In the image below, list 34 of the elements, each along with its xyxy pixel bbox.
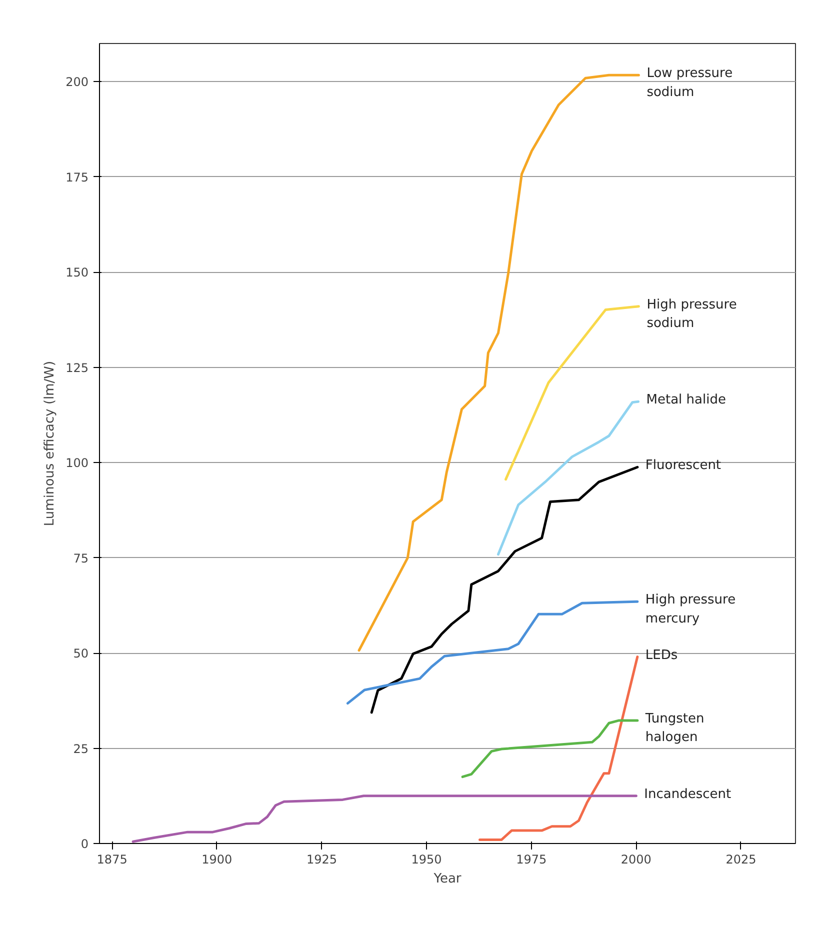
series-label: Metal halide	[646, 392, 726, 408]
x-tick-label: 1875	[96, 852, 128, 866]
y-tick-label: 75	[73, 551, 89, 566]
series-label: Fluorescent	[645, 458, 722, 474]
line-series	[504, 305, 640, 481]
y-tick-label: 0	[80, 837, 89, 851]
line-series	[132, 794, 638, 843]
line-series	[496, 400, 640, 556]
x-tick-label: 2000	[620, 852, 652, 866]
x-axis-title: Year	[432, 872, 462, 886]
y-axis-title: Luminous efficacy (lm/W)	[42, 360, 58, 526]
y-tick-label: 125	[66, 360, 88, 375]
x-tick-label: 1900	[202, 852, 232, 866]
y-tick-label: 50	[73, 646, 89, 661]
line-series	[346, 600, 639, 705]
x-tick-label: 2025	[726, 852, 756, 866]
series-label: Tungsten halogen	[644, 711, 704, 746]
series-label: High pressure mercury	[645, 592, 736, 626]
y-tick-label: 100	[66, 456, 88, 470]
line-series	[358, 74, 640, 652]
x-tick-label: 1950	[411, 852, 442, 866]
series-label: Incandescent	[644, 786, 732, 802]
x-tick-label: 1925	[306, 852, 337, 866]
y-tick-label: 200	[66, 75, 88, 90]
series-label: Low pressure sodium	[646, 66, 733, 100]
line-series	[370, 466, 639, 714]
x-tick-label: 1975	[516, 852, 547, 866]
series-label: High pressure sodium	[646, 297, 737, 332]
line-series	[461, 719, 639, 778]
y-tick-label: 150	[66, 266, 88, 280]
series-label: LEDs	[645, 648, 678, 663]
line-series	[478, 656, 639, 841]
y-tick-label: 175	[66, 170, 88, 184]
y-tick-label: 25	[73, 742, 89, 756]
